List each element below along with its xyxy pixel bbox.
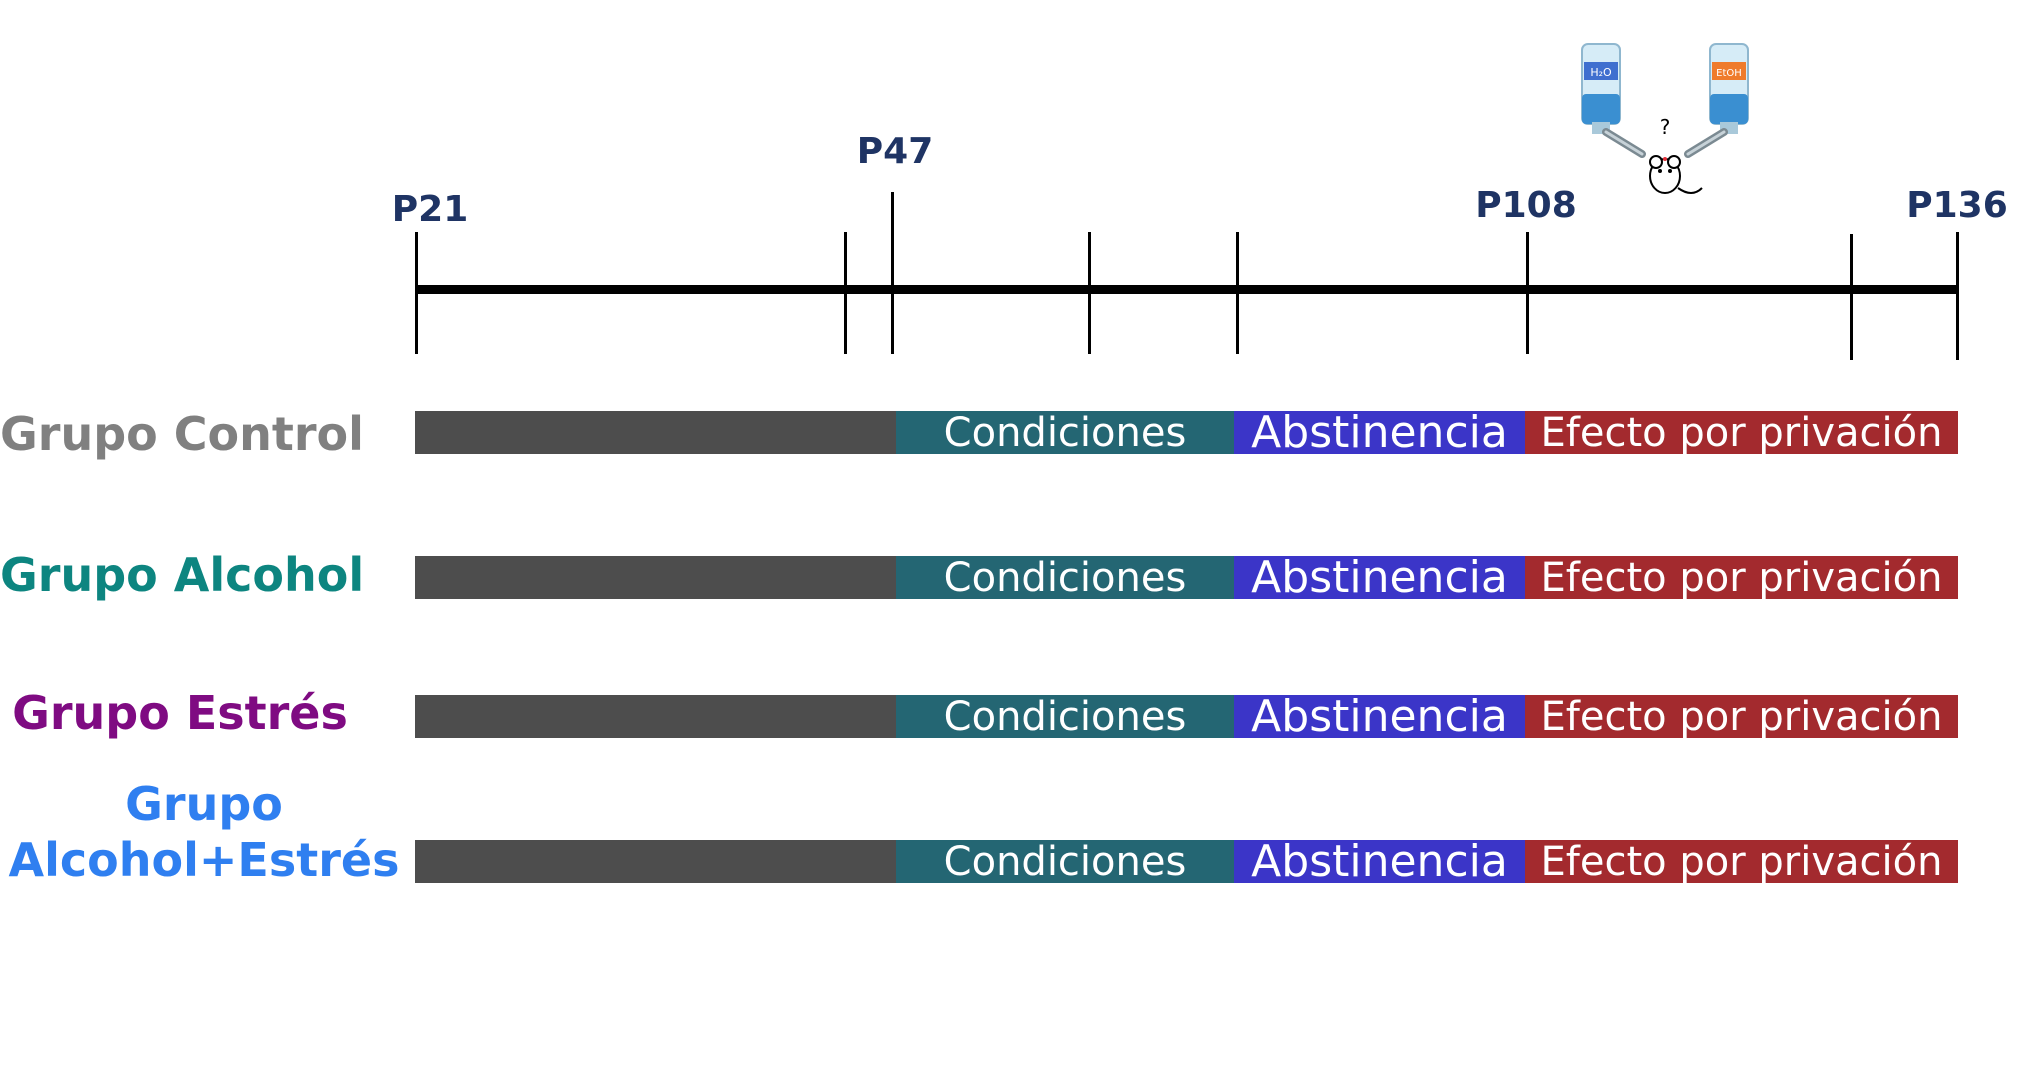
group-label-alcohol-estres: Grupo Alcohol+Estrés (4, 776, 404, 888)
efecto-bar: Efecto por privación (1525, 840, 1958, 883)
timeline-tick-p136 (1956, 232, 1959, 360)
timeline-label-p21: P21 (391, 189, 469, 230)
timeline-label-p108: P108 (1475, 185, 1577, 226)
abstinencia-bar: Abstinencia (1234, 556, 1525, 599)
group-label-line: Alcohol+Estrés (8, 833, 400, 888)
water-bottle-icon: H₂O (1581, 43, 1646, 158)
ethanol-bottle-icon: EtOH (1684, 43, 1749, 158)
abstinencia-label: Abstinencia (1251, 556, 1508, 599)
condiciones-bar: Condiciones (896, 840, 1234, 883)
two-bottle-choice-illustration: H₂O EtOH ? (1581, 43, 1749, 194)
pre-phase-bar (415, 695, 896, 738)
svg-text:H₂O: H₂O (1590, 66, 1612, 79)
efecto-bar: Efecto por privación (1525, 695, 1958, 738)
timeline-tick-p21 (415, 232, 418, 354)
timeline-label-p47: P47 (856, 131, 934, 172)
condiciones-label: Condiciones (943, 411, 1187, 454)
condiciones-label: Condiciones (943, 695, 1187, 738)
group-label-alcohol: Grupo Alcohol (0, 548, 365, 602)
condiciones-bar: Condiciones (896, 411, 1234, 454)
timeline-tick-p47 (891, 192, 894, 354)
timeline-tick (844, 232, 847, 354)
group-label-line: Grupo (125, 777, 283, 831)
pre-phase-bar (415, 556, 896, 599)
timeline-tick (1850, 234, 1853, 360)
condiciones-label: Condiciones (943, 840, 1187, 883)
efecto-label: Efecto por privación (1540, 556, 1943, 599)
abstinencia-bar: Abstinencia (1234, 695, 1525, 738)
group-label-control: Grupo Control (0, 407, 364, 461)
timeline-tick-p108 (1526, 232, 1529, 354)
timeline-label-p136: P136 (1906, 185, 2008, 226)
pre-phase-bar (415, 840, 896, 883)
mouse-icon (1649, 155, 1703, 194)
timeline-tick (1236, 232, 1239, 354)
abstinencia-label: Abstinencia (1251, 411, 1508, 454)
abstinencia-bar: Abstinencia (1234, 411, 1525, 454)
timeline-axis (415, 285, 1957, 294)
group-label-estres: Grupo Estrés (12, 686, 348, 740)
efecto-label: Efecto por privación (1540, 411, 1943, 454)
abstinencia-label: Abstinencia (1251, 695, 1508, 738)
question-mark: ? (1660, 115, 1671, 139)
abstinencia-label: Abstinencia (1251, 840, 1508, 883)
abstinencia-bar: Abstinencia (1234, 840, 1525, 883)
timeline-tick (1088, 232, 1091, 354)
efecto-bar: Efecto por privación (1525, 556, 1958, 599)
pre-phase-bar (415, 411, 896, 454)
condiciones-bar: Condiciones (896, 556, 1234, 599)
efecto-label: Efecto por privación (1540, 840, 1943, 883)
efecto-bar: Efecto por privación (1525, 411, 1958, 454)
svg-text:EtOH: EtOH (1716, 68, 1742, 79)
condiciones-bar: Condiciones (896, 695, 1234, 738)
condiciones-label: Condiciones (943, 556, 1187, 599)
efecto-label: Efecto por privación (1540, 695, 1943, 738)
